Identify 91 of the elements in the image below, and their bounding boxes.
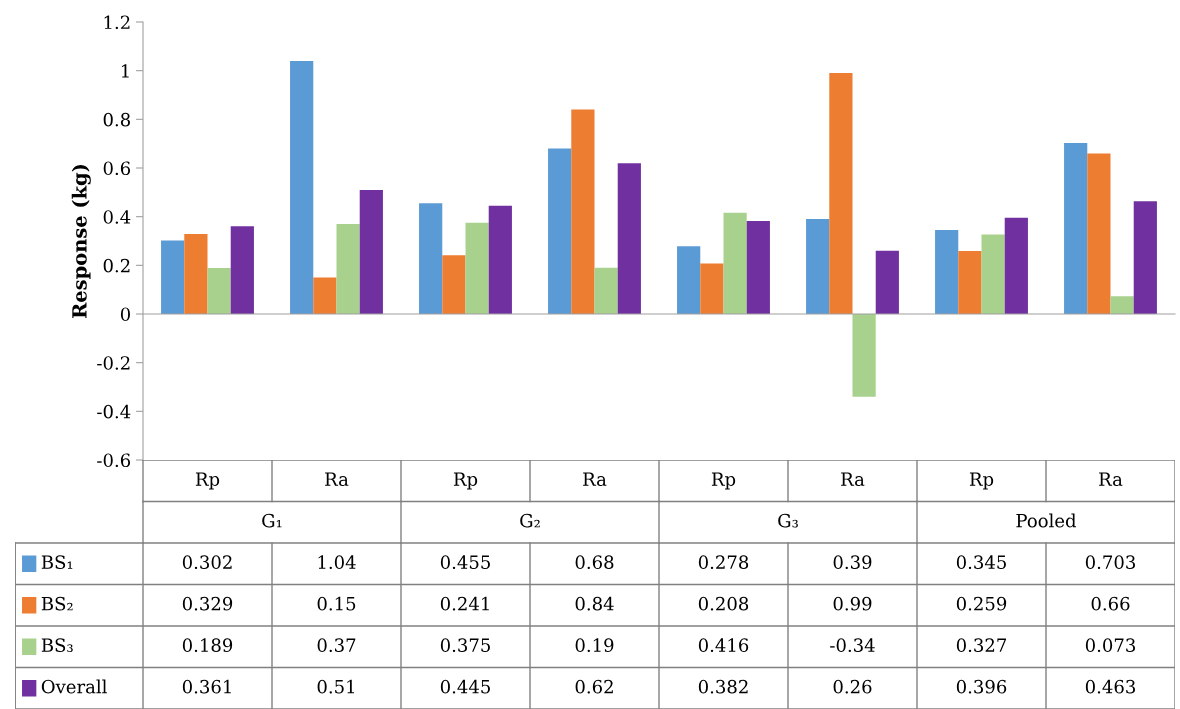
bar <box>677 246 701 314</box>
data-label: 0.208 <box>698 596 749 611</box>
data-label: 0.382 <box>698 679 748 694</box>
bar <box>290 60 314 314</box>
bar <box>1133 201 1157 314</box>
y-tick-label: 0 <box>120 307 130 322</box>
text: G₂ <box>520 513 540 528</box>
bar <box>1064 142 1088 314</box>
legend-label: BS₃ <box>41 638 73 652</box>
data-label: 0.62 <box>575 679 613 694</box>
bar <box>442 255 466 314</box>
bar <box>1004 217 1028 314</box>
bar <box>548 148 572 314</box>
x-tick-label: Rp <box>195 472 220 490</box>
bar <box>1110 296 1134 314</box>
bar <box>336 223 360 314</box>
data-label: 0.375 <box>440 638 490 652</box>
bar <box>981 234 1005 314</box>
bar <box>419 203 443 314</box>
data-label: 0.19 <box>575 638 614 652</box>
data-label: 0.703 <box>1085 555 1135 569</box>
bar <box>829 73 853 314</box>
bar <box>465 222 489 314</box>
data-label: 0.37 <box>317 638 356 652</box>
x-tick-label: Rp <box>711 472 736 490</box>
x-tick-label: Ra <box>583 472 607 486</box>
data-label: 0.26 <box>833 679 872 694</box>
y-tick-label: -0.6 <box>97 453 131 468</box>
legend-label: BS₂ <box>41 596 73 611</box>
y-tick-label: 0.8 <box>103 112 130 127</box>
bar <box>594 267 618 314</box>
data-label: 0.416 <box>698 638 749 652</box>
bar <box>746 221 770 314</box>
data-label: 0.99 <box>833 596 872 611</box>
bar <box>313 277 337 314</box>
y-tick-label: 0.2 <box>103 258 130 273</box>
data-label: 0.15 <box>317 596 356 611</box>
y-tick-label: 0.4 <box>103 210 131 224</box>
bar <box>1087 153 1111 314</box>
x-tick-label: Ra <box>841 472 865 486</box>
bar <box>958 250 982 314</box>
bar <box>700 263 724 314</box>
bar <box>161 240 185 314</box>
y-tick-label: 0.6 <box>103 161 131 176</box>
text: Pooled <box>1016 513 1077 528</box>
x-tick-label: Rp <box>453 472 478 490</box>
data-label: 0.445 <box>440 679 490 694</box>
text: G₁ <box>262 513 282 528</box>
data-label: 0.51 <box>317 679 355 694</box>
bar <box>359 189 383 314</box>
y-tick-label: 1 <box>121 64 129 78</box>
data-label: 0.361 <box>182 679 231 694</box>
bar <box>230 226 254 314</box>
bar <box>806 219 830 314</box>
data-label: 0.302 <box>182 555 232 569</box>
data-label: 0.396 <box>956 679 1007 694</box>
data-label: 0.455 <box>440 555 490 569</box>
data-label: 0.189 <box>182 638 233 652</box>
data-label: 0.463 <box>1085 679 1135 694</box>
data-label: 0.278 <box>698 555 749 569</box>
data-label: 0.345 <box>956 555 1006 569</box>
legend-label: BS₁ <box>41 555 73 569</box>
x-tick-label: Ra <box>325 472 349 486</box>
data-label: 0.259 <box>956 596 1007 611</box>
data-label: 0.327 <box>956 638 1007 652</box>
data-label: -0.34 <box>830 638 875 652</box>
y-tick-label: 1.2 <box>104 15 130 30</box>
bar <box>571 109 595 314</box>
data-label: 0.39 <box>833 555 872 569</box>
bar <box>875 250 899 314</box>
bar <box>935 230 959 314</box>
text: G₃ <box>778 513 798 528</box>
y-tick-label: -0.2 <box>97 356 130 370</box>
data-label: 0.073 <box>1085 638 1135 652</box>
bar <box>852 314 876 397</box>
bar <box>617 163 641 314</box>
legend-label: Overall <box>41 679 107 694</box>
data-label: 0.329 <box>182 596 233 611</box>
data-label: 1.04 <box>318 555 356 569</box>
bar <box>207 268 231 314</box>
x-tick-label: Ra <box>1099 472 1123 486</box>
data-label: 0.68 <box>575 555 614 569</box>
x-tick-label: Rp <box>969 472 994 490</box>
bar <box>488 205 512 314</box>
data-label: 0.66 <box>1091 596 1130 611</box>
data-label: 0.241 <box>440 596 489 611</box>
y-axis-title: Response (kg) <box>71 164 91 318</box>
bar <box>723 212 747 314</box>
y-tick-label: -0.4 <box>97 404 131 419</box>
bar <box>184 233 208 314</box>
data-label: 0.84 <box>575 596 614 611</box>
